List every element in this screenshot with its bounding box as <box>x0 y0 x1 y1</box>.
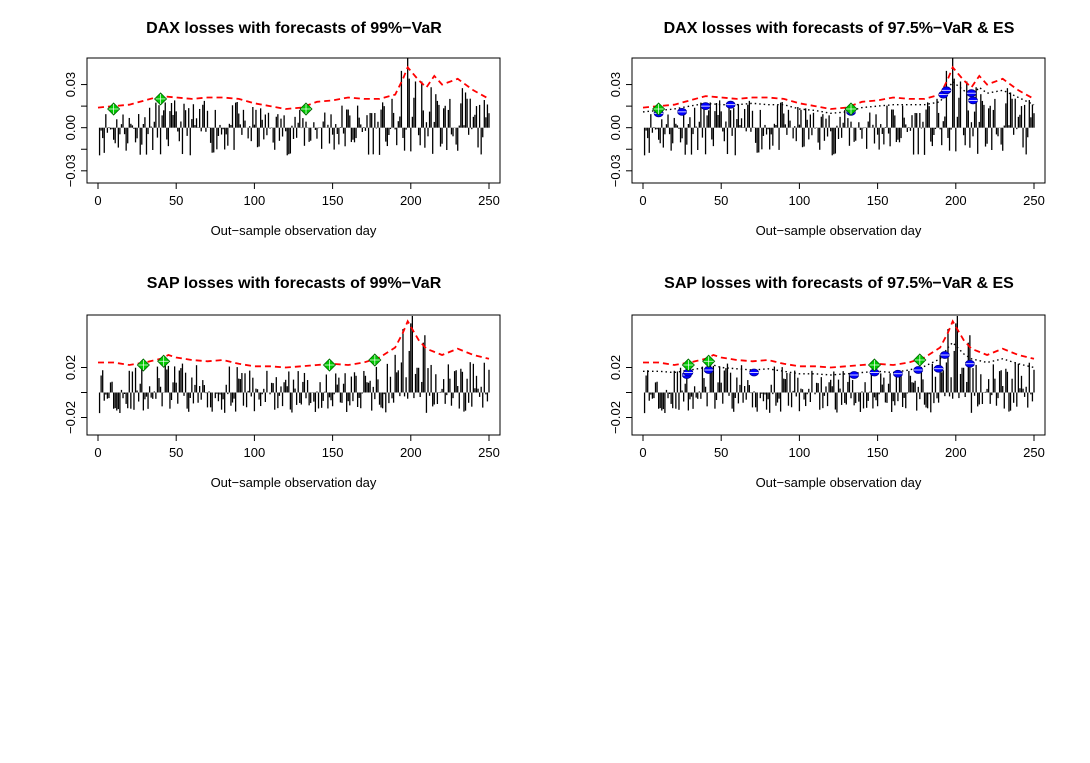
plot-frame <box>631 314 1046 436</box>
chart-svg: SAP losses with forecasts of 97.5%−VaR &… <box>608 275 1046 490</box>
y-tick-label: −0.02 <box>608 401 623 434</box>
x-axis-label: Out−sample observation day <box>211 475 377 490</box>
var-forecast-line <box>643 341 1035 376</box>
plot-frame <box>631 57 1046 184</box>
x-tick-label: 100 <box>789 193 811 208</box>
chart-svg: DAX losses with forecasts of 97.5%−VaR &… <box>608 20 1046 238</box>
x-tick-label: 250 <box>478 445 500 460</box>
chart-title: SAP losses with forecasts of 99%−VaR <box>147 275 442 292</box>
chart-title: DAX losses with forecasts of 97.5%−VaR &… <box>664 20 1015 37</box>
plot-frame <box>86 314 501 436</box>
x-tick-label: 0 <box>639 445 646 460</box>
x-tick-label: 250 <box>1023 193 1045 208</box>
chart-panel-dax-99: DAX losses with forecasts of 99%−VaR 0 50 1… <box>0 0 545 255</box>
y-tick-label: −0.03 <box>63 154 78 187</box>
x-tick-label: 50 <box>714 193 728 208</box>
x-tick-label: 200 <box>945 445 967 460</box>
y-tick-label: −0.03 <box>608 154 623 187</box>
x-tick-label: 250 <box>478 193 500 208</box>
x-tick-label: 150 <box>867 193 889 208</box>
chart-panel-dax-975: DAX losses with forecasts of 97.5%−VaR &… <box>545 0 1090 255</box>
x-tick-label: 150 <box>867 445 889 460</box>
chart-svg: SAP losses with forecasts of 99%−VaR 0 50 1… <box>63 275 501 490</box>
x-tick-label: 200 <box>400 445 422 460</box>
x-tick-label: 50 <box>169 193 183 208</box>
y-tick-label: 0.03 <box>608 72 623 97</box>
y-tick-label: 0.03 <box>63 72 78 97</box>
x-tick-label: 50 <box>169 445 183 460</box>
x-tick-label: 250 <box>1023 445 1045 460</box>
es-forecast-line <box>642 65 1035 110</box>
x-axis-label: Out−sample observation day <box>756 475 922 490</box>
es-forecast-line <box>643 319 1035 369</box>
x-tick-label: 0 <box>94 193 101 208</box>
chart-svg: DAX losses with forecasts of 99%−VaR 0 50 1… <box>63 20 501 238</box>
var-forecast-line <box>97 65 490 110</box>
x-tick-label: 200 <box>400 193 422 208</box>
x-tick-label: 100 <box>244 445 266 460</box>
plot-frame <box>86 57 501 184</box>
y-tick-label: 0.00 <box>608 115 623 140</box>
y-tick-label: −0.02 <box>63 401 78 434</box>
y-tick-label: 0.02 <box>608 355 623 380</box>
x-tick-label: 150 <box>322 445 344 460</box>
chart-title: DAX losses with forecasts of 99%−VaR <box>146 20 442 37</box>
x-tick-label: 200 <box>945 193 967 208</box>
chart-panel-sap-99: SAP losses with forecasts of 99%−VaR 0 50 1… <box>0 255 545 510</box>
y-tick-label: 0.02 <box>63 355 78 380</box>
x-tick-label: 150 <box>322 193 344 208</box>
chart-panel-sap-975: SAP losses with forecasts of 97.5%−VaR &… <box>545 255 1090 510</box>
y-tick-label: 0.00 <box>63 115 78 140</box>
chart-title: SAP losses with forecasts of 97.5%−VaR &… <box>664 275 1014 292</box>
x-tick-label: 50 <box>714 445 728 460</box>
var-forecast-line <box>98 319 490 369</box>
x-tick-label: 100 <box>789 445 811 460</box>
x-axis-label: Out−sample observation day <box>756 223 922 238</box>
x-tick-label: 100 <box>244 193 266 208</box>
x-axis-label: Out−sample observation day <box>211 223 377 238</box>
x-tick-label: 0 <box>639 193 646 208</box>
x-tick-label: 0 <box>94 445 101 460</box>
